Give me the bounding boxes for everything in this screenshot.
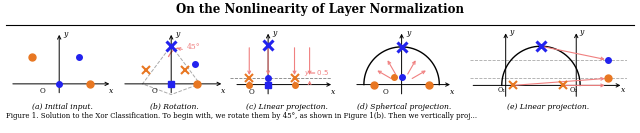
Text: y: y bbox=[175, 30, 180, 38]
Text: x: x bbox=[621, 86, 625, 94]
Text: y: y bbox=[579, 28, 583, 36]
Text: y: y bbox=[509, 28, 513, 36]
Text: (a) Initial input.: (a) Initial input. bbox=[32, 103, 93, 111]
Text: (b) Rotation.: (b) Rotation. bbox=[150, 103, 198, 111]
Text: O: O bbox=[152, 87, 157, 95]
Text: O: O bbox=[249, 88, 255, 96]
Text: y: y bbox=[406, 29, 410, 37]
Text: x: x bbox=[450, 88, 454, 96]
Text: O: O bbox=[383, 88, 388, 96]
Text: y: y bbox=[63, 30, 68, 38]
Text: x: x bbox=[331, 88, 335, 96]
Text: O: O bbox=[40, 87, 45, 95]
Text: x: x bbox=[221, 87, 226, 95]
Text: (c) Linear projection.: (c) Linear projection. bbox=[246, 103, 328, 111]
Text: x: x bbox=[109, 87, 114, 95]
Text: On the Nonlinearity of Layer Normalization: On the Nonlinearity of Layer Normalizati… bbox=[176, 3, 464, 16]
Text: O₁: O₁ bbox=[498, 86, 506, 94]
Text: (e) Linear projection.: (e) Linear projection. bbox=[508, 103, 589, 111]
Text: 45°: 45° bbox=[186, 43, 200, 51]
Text: O₂: O₂ bbox=[569, 86, 577, 94]
Text: (d) Spherical projection.: (d) Spherical projection. bbox=[357, 103, 452, 111]
Text: Figure 1. Solution to the Xor Classification. To begin with, we rotate them by 4: Figure 1. Solution to the Xor Classifica… bbox=[6, 112, 477, 120]
Text: y: y bbox=[273, 29, 276, 37]
Text: $y=0.5$: $y=0.5$ bbox=[304, 68, 330, 78]
